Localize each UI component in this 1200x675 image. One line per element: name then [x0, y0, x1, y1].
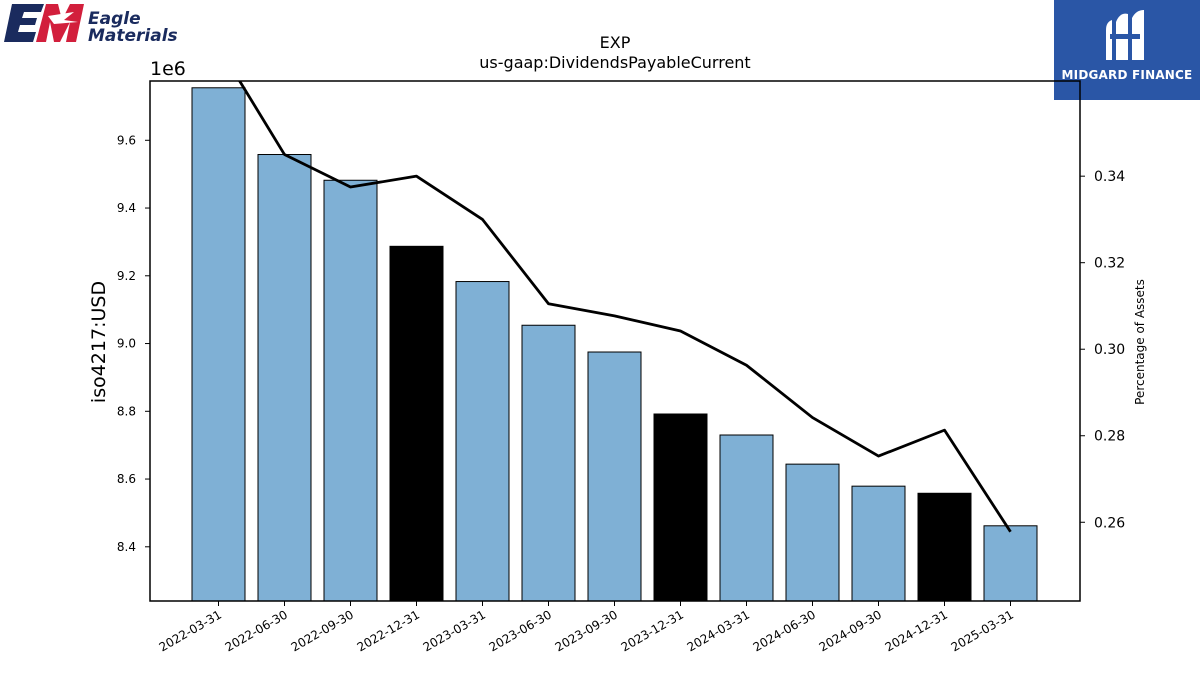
x-tick-label: 2024-03-31	[685, 607, 752, 654]
x-tick-label: 2022-09-30	[289, 607, 356, 654]
x-tick-label: 2022-03-31	[157, 607, 224, 654]
y-tick-label: 8.6	[117, 472, 136, 486]
chart-title: EXP	[600, 33, 631, 52]
x-tick-label: 2025-03-31	[949, 607, 1016, 654]
x-tick-label: 2023-06-30	[487, 607, 554, 654]
brand-line-1: Eagle	[88, 9, 141, 29]
x-tick-label: 2022-12-31	[355, 607, 422, 654]
y-tick-label: 9.0	[117, 337, 136, 351]
bar-2022-12-31	[389, 245, 444, 601]
bar-2024-03-31	[719, 434, 774, 601]
y2-tick-label: 0.30	[1094, 342, 1125, 358]
y2-tick-label: 0.28	[1094, 429, 1125, 445]
bar-2022-09-30	[323, 179, 378, 601]
bar-2022-03-31	[191, 87, 246, 601]
x-tick-label: 2023-09-30	[553, 607, 620, 654]
bar-2024-12-31	[917, 492, 972, 601]
eagle-materials-logo: Eagle Materials	[4, 2, 178, 48]
x-tick-label: 2024-06-30	[751, 607, 818, 654]
bar-2023-03-31	[455, 281, 510, 601]
bar-2023-06-30	[521, 324, 576, 601]
y-tick-label: 9.4	[117, 201, 136, 215]
x-tick-label: 2023-03-31	[421, 607, 488, 654]
percentage-of-assets-line	[237, 81, 1012, 533]
y-tick-label: 9.6	[117, 133, 136, 147]
y-offset-label: 1e6	[150, 58, 186, 80]
bar-2024-09-30	[851, 485, 906, 601]
y-tick-label: 9.2	[117, 269, 136, 283]
y-tick-label: 8.4	[117, 540, 136, 554]
y2-axis-label: Percentage of Assets	[1133, 279, 1147, 405]
midgard-finance-logo: MIDGARD FINANCE	[1054, 0, 1200, 100]
bar-2023-09-30	[587, 351, 642, 601]
midgard-mark-icon	[1106, 10, 1144, 60]
y2-tick-label: 0.34	[1094, 169, 1125, 185]
bar-2023-12-31	[653, 413, 708, 601]
y-axis-label: iso4217:USD	[88, 281, 110, 403]
x-tick-label: 2023-12-31	[619, 607, 686, 654]
chart-subtitle: us-gaap:DividendsPayableCurrent	[479, 53, 750, 72]
em-logo-mark-icon	[4, 4, 84, 42]
bar-2022-06-30	[257, 154, 312, 601]
midgard-finance-label: MIDGARD FINANCE	[1061, 68, 1193, 82]
plot-frame	[149, 80, 1081, 602]
x-tick-label: 2024-12-31	[883, 607, 950, 654]
y2-tick-label: 0.26	[1094, 515, 1125, 531]
x-tick-label: 2022-06-30	[223, 607, 290, 654]
x-tick-label: 2024-09-30	[817, 607, 884, 654]
y-tick-label: 8.8	[117, 404, 136, 418]
bar-2025-03-31	[983, 525, 1038, 601]
y2-tick-label: 0.32	[1094, 256, 1125, 272]
brand-line-2: Materials	[88, 26, 178, 46]
bar-2024-06-30	[785, 463, 840, 601]
